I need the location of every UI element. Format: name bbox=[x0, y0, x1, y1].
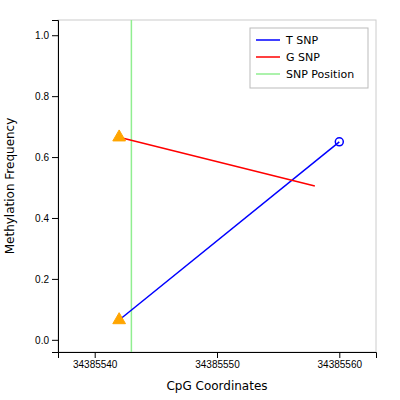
tick-label: 0.0 bbox=[35, 335, 49, 346]
tick: 1.0 bbox=[35, 30, 58, 41]
tick: 0.6 bbox=[35, 152, 58, 163]
tick-mark bbox=[52, 279, 58, 280]
tick: 34385550 bbox=[195, 352, 240, 370]
legend-label: SNP Position bbox=[286, 68, 354, 81]
x-axis-title: CpG Coordinates bbox=[166, 379, 267, 393]
tick-label: 34385550 bbox=[195, 359, 240, 370]
legend-swatch bbox=[256, 39, 280, 41]
marker bbox=[335, 138, 343, 146]
marker bbox=[113, 313, 126, 324]
tick-label: 0.2 bbox=[35, 274, 49, 285]
tick-mark bbox=[95, 352, 96, 358]
chart: 34385540 34385550 34385560 0.0 0.2 0.4 0.6 0.8 1… bbox=[0, 0, 400, 400]
plot-frame bbox=[58, 20, 376, 352]
legend-label: G SNP bbox=[286, 51, 320, 64]
tick-label: 0.6 bbox=[35, 152, 49, 163]
line bbox=[119, 137, 315, 186]
y-axis: 0.0 0.2 0.4 0.6 0.8 1.0 bbox=[35, 21, 58, 353]
tick-mark bbox=[52, 96, 58, 97]
line bbox=[119, 142, 339, 320]
legend: T SNP G SNP SNP Position bbox=[250, 28, 368, 88]
tick: 0.4 bbox=[35, 213, 58, 224]
tick-mark bbox=[52, 340, 58, 341]
tick: 0.2 bbox=[35, 274, 58, 285]
plot: 34385540 34385550 34385560 0.0 0.2 0.4 0.6 0.8 1… bbox=[3, 20, 377, 393]
tick-mark bbox=[52, 218, 58, 219]
tick-mark bbox=[217, 352, 218, 358]
marker bbox=[113, 130, 126, 141]
tick-label: 0.8 bbox=[35, 91, 49, 102]
tick-label: 1.0 bbox=[35, 30, 49, 41]
tick-label: 0.4 bbox=[35, 213, 49, 224]
tick-mark bbox=[339, 352, 340, 358]
tick-mark bbox=[52, 157, 58, 158]
tick: 34385540 bbox=[73, 352, 118, 370]
vertical-line bbox=[131, 20, 133, 352]
x-axis: 34385540 34385550 34385560 bbox=[59, 352, 377, 370]
tick-label: 34385560 bbox=[318, 359, 363, 370]
tick: 0.0 bbox=[35, 335, 58, 346]
legend-swatch bbox=[256, 56, 280, 58]
legend-box bbox=[250, 28, 368, 88]
legend-swatch bbox=[256, 73, 280, 75]
tick: 34385560 bbox=[318, 352, 363, 370]
tick: 0.8 bbox=[35, 91, 58, 102]
axis-line bbox=[59, 353, 377, 359]
tick-label: 34385540 bbox=[73, 359, 118, 370]
y-axis-title: Methylation Frequency bbox=[3, 118, 17, 255]
tick-mark bbox=[52, 35, 58, 36]
legend-label: T SNP bbox=[285, 34, 318, 47]
axis-line bbox=[52, 21, 59, 353]
